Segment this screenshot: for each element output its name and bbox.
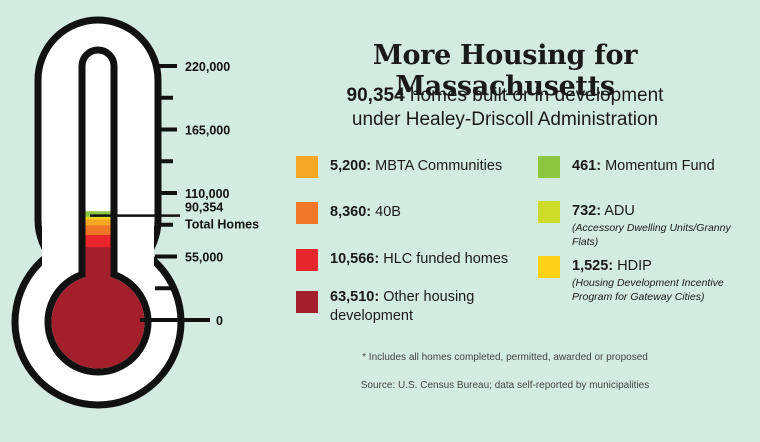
y-tick-label: 55,000 [185,251,223,265]
legend-value-hlc: 10,566: [330,251,380,267]
bar-segment-40b [85,224,111,235]
legend-swatch-mbta [296,156,318,178]
legend-item-adu: 732: ADU (Accessory Dwelling Units/Granny… [538,201,738,249]
thermometer-fill [51,211,145,369]
legend-label-mbta: MBTA Communities [375,158,503,174]
bar-segment-other-housing-development [85,246,111,321]
legend-swatch-hdip [538,256,560,278]
footnote: * Includes all homes completed, permitte… [362,352,648,363]
legend-label-other: Other housing development [330,289,475,324]
source-note: Source: U.S. Census Bureau; data self-re… [360,380,650,391]
legend-note-hdip: (Housing Development Incentive Program f… [572,277,724,303]
legend-value-adu: 732: [572,203,602,219]
legend-item-mbta: 5,200: MBTA Communities [296,156,503,178]
legend-item-other: 63,510: Other housing development [296,288,496,326]
thermometer-chart: 220,000 165,000 110,000 55,000 0 90,354 Total … [11,16,259,409]
legend-label-hlc: HLC funded homes [383,251,509,267]
chart-subtitle: 90,354 homes built or in development und… [290,84,720,132]
y-tick-label: 165,000 [185,124,230,138]
y-axis-ticks: 220,000 165,000 110,000 55,000 0 90,354 Total … [90,60,259,328]
legend-label-hdip: HDIP [617,258,652,274]
chart-title: More Housing for Massachusetts [372,40,638,102]
legend-item-40b: 8,360: 40B [296,202,401,224]
legend-swatch-momentum [538,156,560,178]
subtitle-total: 90,354 [346,85,405,106]
bar-segment-mbta-communities [85,218,111,226]
legend-item-hlc: 10,566: HLC funded homes [296,249,509,271]
legend-label-momentum: Momentum Fund [605,158,715,174]
subtitle-line2: under Healey-Driscoll Administration [351,109,659,130]
y-tick-label: 220,000 [185,60,230,74]
legend-label-40b: 40B [375,204,401,220]
legend-note-adu: (Accessory Dwelling Units/Granny Flats) [572,222,731,248]
total-value-label: 90,354 [185,201,223,215]
legend-label-adu: ADU [604,203,635,219]
legend-value-hdip: 1,525: [572,258,614,274]
total-text-label: Total Homes [185,218,259,232]
y-tick-label: 0 [216,314,223,328]
y-tick-label: 110,000 [185,187,230,201]
subtitle-line1: homes built or in development [409,85,664,106]
legend-value-momentum: 461: [572,158,602,174]
legend-swatch-40b [296,202,318,224]
legend-swatch-other [296,291,318,313]
legend-value-other: 63,510: [330,289,380,305]
legend-value-mbta: 5,200: [330,158,372,174]
bar-segment-momentum-fund [85,211,111,217]
legend-item-momentum: 461: Momentum Fund [538,156,715,178]
legend-swatch-adu [538,201,560,223]
legend-swatch-hlc [296,249,318,271]
legend-value-40b: 8,360: [330,204,372,220]
bar-segment-hlc-funded-homes [85,234,111,248]
legend-item-hdip: 1,525: HDIP (Housing Development Incentiv… [538,256,738,304]
